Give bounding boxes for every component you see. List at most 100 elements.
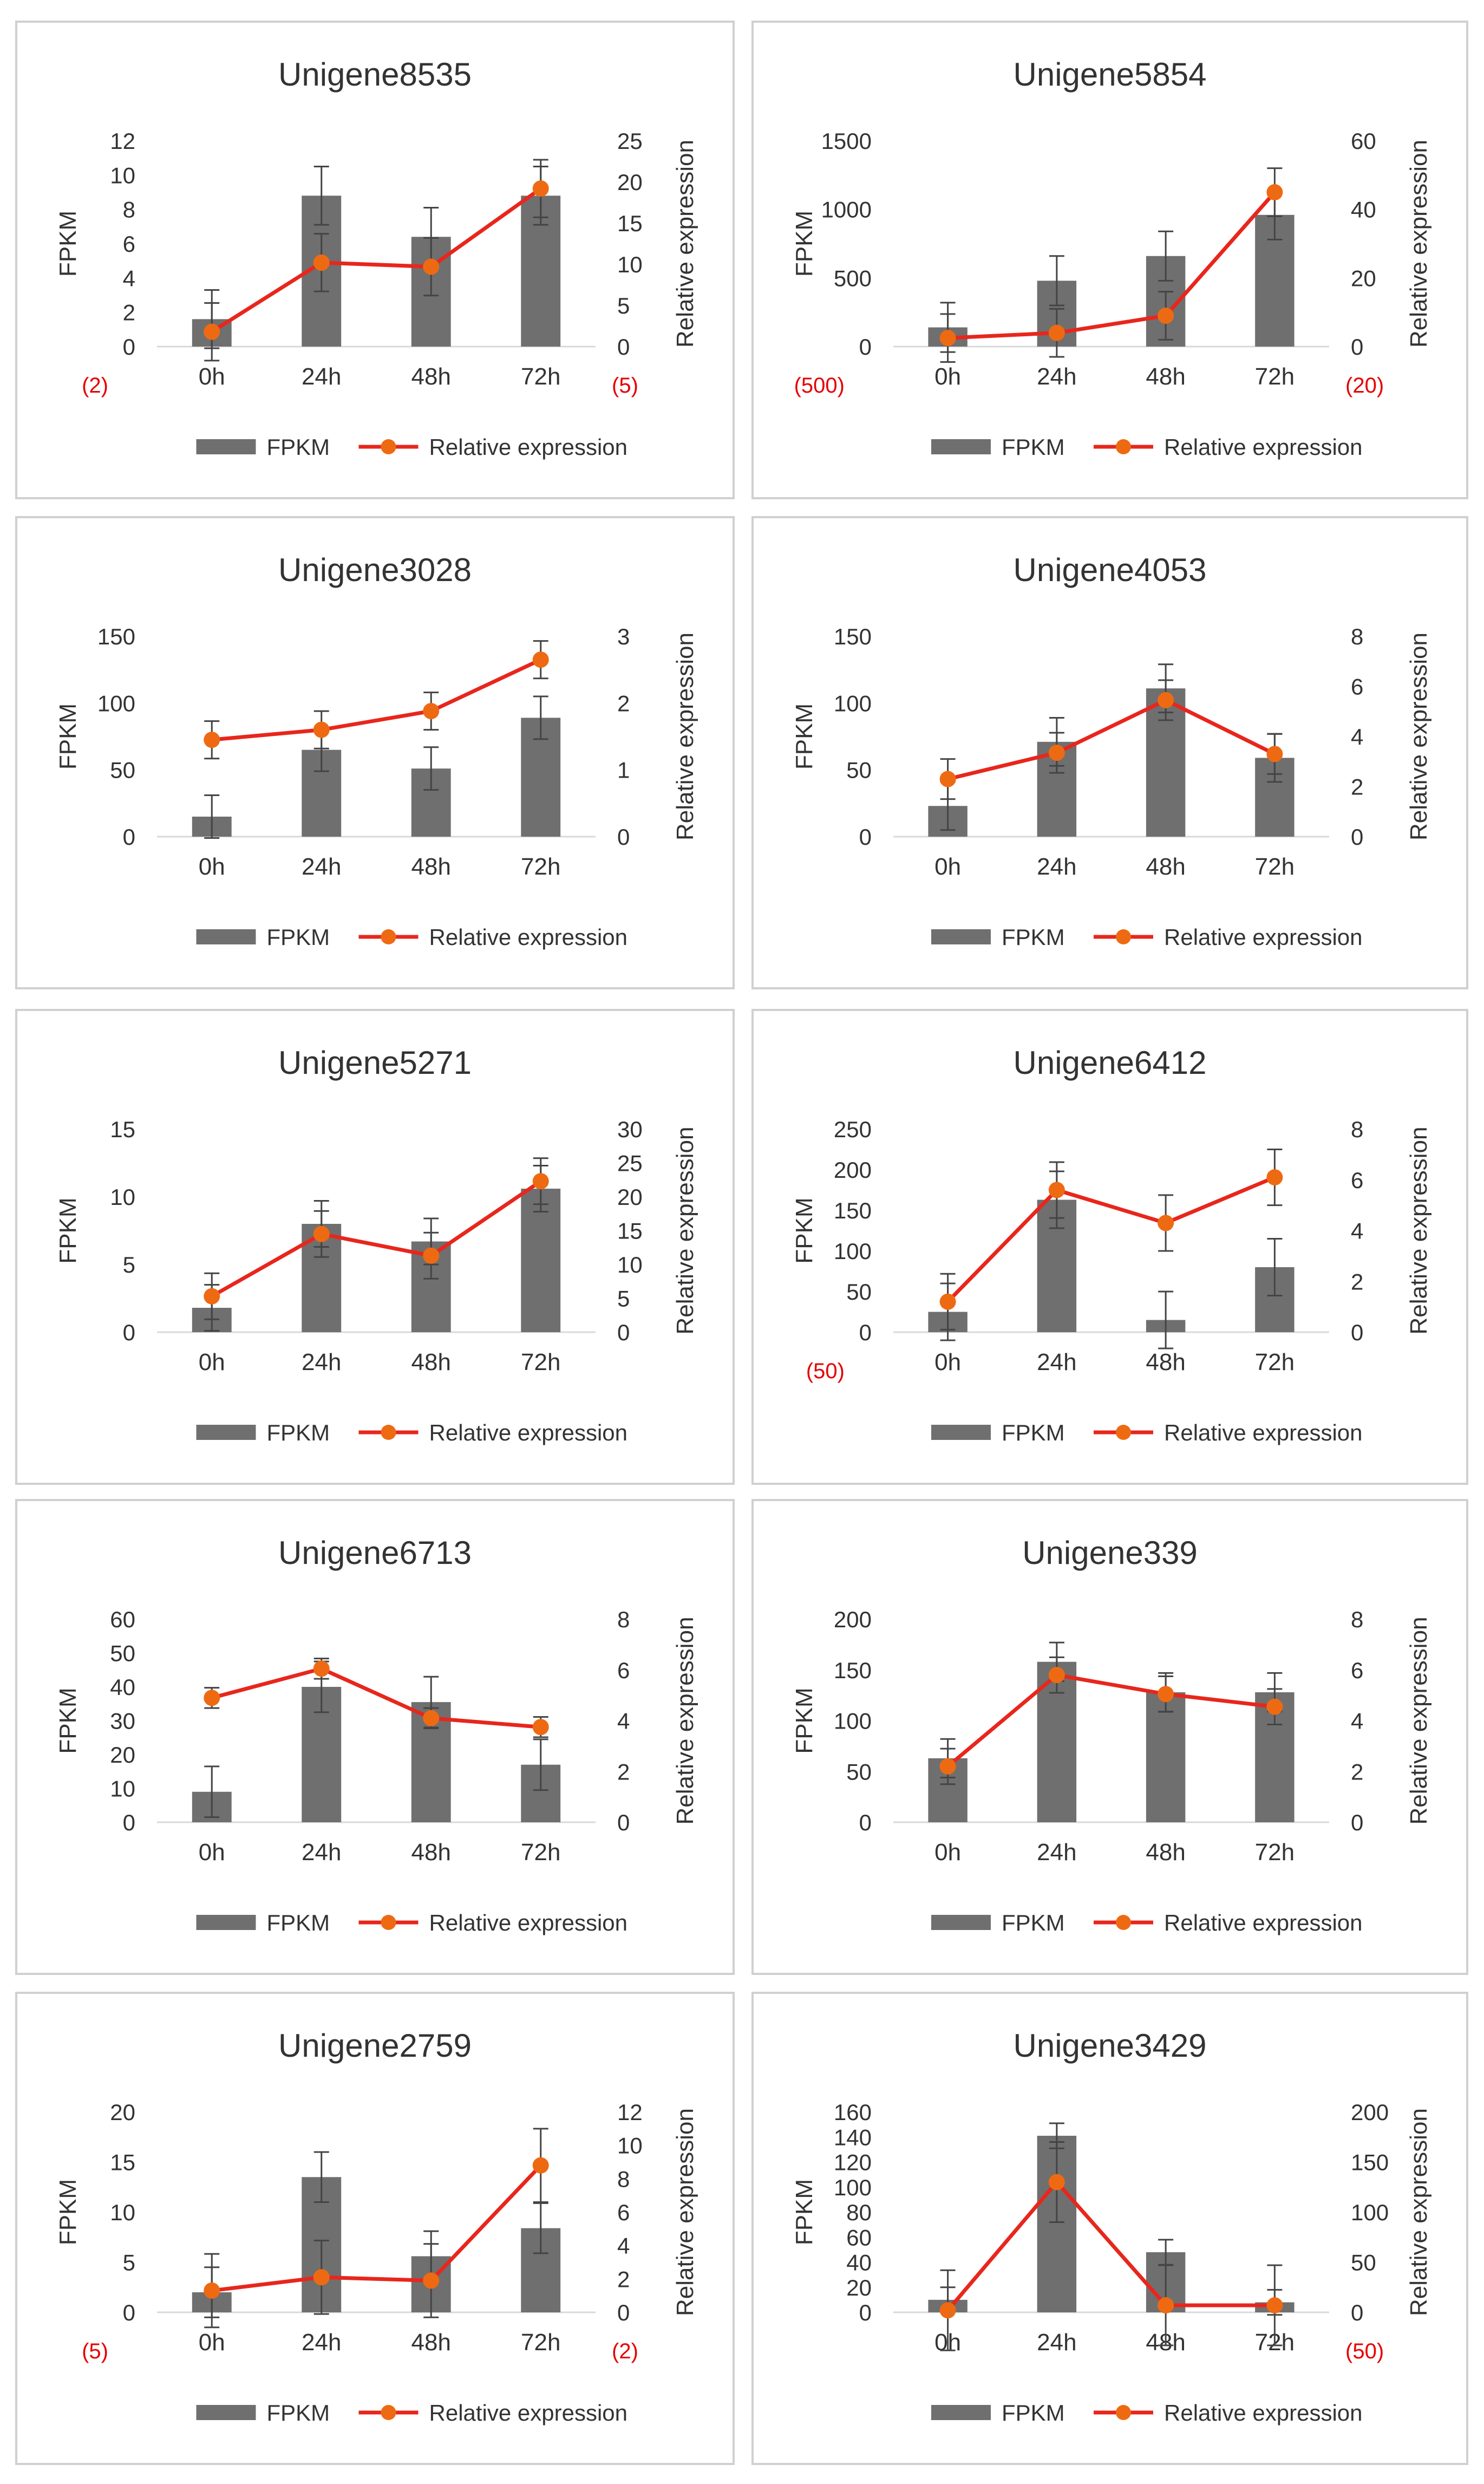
y-tick-label: 0 bbox=[859, 334, 872, 360]
relative-expression-point bbox=[1048, 324, 1065, 341]
relative-expression-line bbox=[946, 2179, 1275, 2312]
y2-tick-label: 150 bbox=[1351, 2150, 1389, 2175]
y-tick-label: 50 bbox=[846, 1759, 872, 1784]
y2-negative-label: (20) bbox=[1345, 374, 1384, 397]
chart-title: Unigene3429 bbox=[1014, 2027, 1207, 2064]
x-tick-label: 72h bbox=[521, 1839, 560, 1866]
y-tick-label: 60 bbox=[846, 2225, 872, 2250]
x-tick-label: 24h bbox=[302, 1349, 341, 1375]
legend: FPKM Relative expression bbox=[931, 434, 1363, 460]
fpkm-bar bbox=[1146, 1692, 1186, 1822]
legend: FPKM Relative expression bbox=[196, 924, 627, 950]
fpkm-bar bbox=[521, 1189, 561, 1332]
chart-panel-2: Unigene5854 0 500 1000 1500 0 20 40 60 FPKM Relati… bbox=[751, 21, 1468, 499]
y2-tick-label: 20 bbox=[1351, 265, 1376, 291]
y-tick-label: 50 bbox=[110, 1641, 135, 1666]
y-tick-label: 0 bbox=[859, 1320, 872, 1345]
x-tick-label: 24h bbox=[302, 363, 341, 390]
chart-panel-4: Unigene4053 0 50 100 150 0 2 4 6 8 FPKM Relative ex… bbox=[751, 516, 1468, 989]
legend-fpkm-swatch bbox=[196, 1915, 256, 1930]
y-negative-label: (2) bbox=[82, 374, 108, 397]
y-tick-label: 250 bbox=[834, 1117, 872, 1142]
relative-expression-point bbox=[313, 2269, 330, 2286]
legend-relexp-marker bbox=[1116, 1425, 1131, 1440]
legend-relexp-label: Relative expression bbox=[429, 1420, 628, 1445]
y2-tick-label: 10 bbox=[617, 252, 643, 277]
y2-tick-label: 0 bbox=[1351, 824, 1363, 850]
relative-expression-point bbox=[313, 721, 330, 738]
x-tick-label: 24h bbox=[1037, 1839, 1076, 1866]
x-tick-label: 72h bbox=[1255, 1349, 1295, 1375]
legend-relexp-label: Relative expression bbox=[1164, 924, 1363, 950]
y2-tick-label: 0 bbox=[617, 1320, 630, 1345]
relative-expression-point bbox=[939, 2302, 956, 2319]
legend-relexp-marker bbox=[1116, 1915, 1131, 1930]
legend-relexp-marker bbox=[381, 2405, 396, 2420]
panel-frame bbox=[15, 1992, 735, 2465]
chart-title: Unigene4053 bbox=[1014, 552, 1207, 588]
relative-expression-point bbox=[423, 2272, 440, 2289]
legend-relexp-label: Relative expression bbox=[429, 434, 628, 460]
y2-axis-title: Relative expression bbox=[1405, 140, 1432, 348]
relative-expression-point bbox=[204, 732, 220, 748]
legend: FPKM Relative expression bbox=[196, 2400, 627, 2426]
relative-expression-point bbox=[423, 1710, 440, 1726]
y-tick-label: 100 bbox=[834, 690, 872, 716]
y2-tick-label: 20 bbox=[617, 1184, 643, 1210]
relative-expression-line bbox=[211, 2164, 542, 2293]
y2-tick-label: 0 bbox=[1351, 334, 1363, 360]
y-axis-title: FPKM bbox=[791, 211, 818, 277]
chart-panel-8: Unigene339 0 50 100 150 200 0 2 4 6 8 FPKM Relative … bbox=[751, 1499, 1468, 1975]
y-tick-label: 2 bbox=[123, 300, 135, 325]
relative-expression-line bbox=[947, 191, 1276, 340]
y-tick-label: 5 bbox=[123, 2250, 135, 2276]
y-tick-label: 100 bbox=[834, 2175, 872, 2200]
relative-expression-line bbox=[211, 657, 542, 742]
y2-tick-label: 15 bbox=[617, 211, 643, 236]
x-tick-label: 0h bbox=[199, 2329, 225, 2356]
y2-tick-label: 0 bbox=[1351, 1810, 1363, 1835]
y2-tick-label: 0 bbox=[617, 1810, 630, 1835]
y2-tick-label: 12 bbox=[617, 2100, 643, 2125]
relative-expression-point bbox=[1266, 2297, 1283, 2314]
relative-expression-point bbox=[1266, 184, 1283, 200]
x-tick-label: 48h bbox=[411, 853, 451, 880]
legend-fpkm-swatch bbox=[931, 1915, 991, 1930]
x-tick-label: 24h bbox=[302, 1839, 341, 1866]
y-negative-label: (5) bbox=[82, 2339, 108, 2363]
relative-expression-point bbox=[1048, 745, 1065, 761]
panel-frame bbox=[15, 1009, 735, 1485]
y-axis-title: FPKM bbox=[55, 1197, 81, 1263]
y2-tick-label: 100 bbox=[1351, 2200, 1389, 2225]
relative-expression-point bbox=[1048, 2174, 1065, 2190]
y-tick-label: 6 bbox=[123, 231, 135, 257]
y-tick-label: 10 bbox=[110, 1776, 135, 1802]
relative-expression-point bbox=[204, 1288, 220, 1305]
relative-expression-point bbox=[939, 330, 956, 347]
y2-tick-label: 2 bbox=[1351, 1269, 1363, 1294]
relative-expression-line bbox=[946, 1673, 1275, 1768]
y2-tick-label: 4 bbox=[617, 2233, 630, 2259]
y-axis-title: FPKM bbox=[791, 1687, 818, 1753]
legend-fpkm-swatch bbox=[931, 439, 991, 454]
y2-tick-label: 0 bbox=[617, 334, 630, 360]
y-axis-title: FPKM bbox=[55, 1687, 81, 1753]
y-tick-label: 150 bbox=[834, 1198, 872, 1223]
y-tick-label: 50 bbox=[110, 758, 135, 783]
y2-tick-label: 8 bbox=[617, 1607, 630, 1632]
y2-axis-title: Relative expression bbox=[672, 1617, 698, 1825]
relative-expression-point bbox=[313, 1225, 330, 1242]
relative-expression-point bbox=[423, 1247, 440, 1264]
x-tick-label: 24h bbox=[302, 2329, 341, 2356]
legend: FPKM Relative expression bbox=[931, 1910, 1363, 1935]
relative-expression-point bbox=[1266, 746, 1283, 762]
y2-tick-label: 6 bbox=[1351, 1168, 1363, 1193]
relative-expression-point bbox=[1266, 1698, 1283, 1715]
relative-expression-point bbox=[1048, 1182, 1065, 1198]
x-tick-label: 24h bbox=[1037, 2329, 1076, 2356]
x-tick-label: 48h bbox=[411, 1839, 451, 1866]
x-tick-label: 0h bbox=[934, 1839, 961, 1866]
x-tick-label: 48h bbox=[1146, 1349, 1185, 1375]
relative-expression-point bbox=[1158, 308, 1174, 324]
relative-expression-line bbox=[946, 1175, 1276, 1303]
